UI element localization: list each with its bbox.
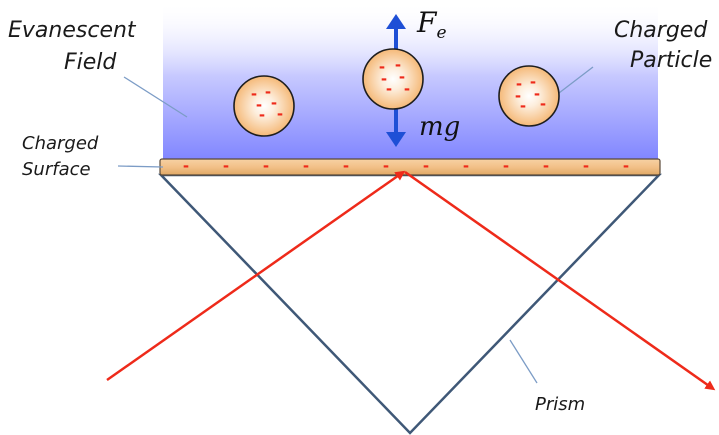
charged-particle-left: - -- -- - — [233, 75, 295, 137]
charge-mark: - — [583, 157, 589, 175]
prism-label: Prism — [535, 394, 586, 415]
charge-mark: - — [399, 68, 405, 86]
charged-particle-right: - -- -- - — [498, 65, 560, 127]
charge-mark: - — [543, 157, 549, 175]
charge-mark: - — [256, 96, 262, 114]
charge-mark: - — [271, 94, 277, 112]
charge-mark: - — [623, 157, 629, 175]
reflected-laser-beam — [404, 170, 716, 391]
charge-mark: - — [540, 95, 546, 113]
charged-particle-label-line2: Particle — [630, 48, 713, 73]
charged-particle-label-line1: Charged — [614, 18, 708, 43]
charge-mark: - — [530, 73, 536, 91]
charged-particle-center: - -- -- - — [362, 48, 424, 110]
incident-laser-beam — [106, 170, 406, 382]
charge-mark: - — [515, 87, 521, 105]
charge-mark: - — [534, 85, 540, 103]
charge-mark: - — [379, 58, 385, 76]
charge-mark: - — [386, 80, 392, 98]
charge-mark: - — [423, 157, 429, 175]
charged-surface-label-line2: Surface — [22, 159, 91, 180]
charge-mark: - — [516, 75, 522, 93]
prism-leader — [509, 339, 538, 384]
charge-mark: - — [303, 157, 309, 175]
gravity-force-label: mg — [419, 112, 461, 142]
charge-mark: - — [503, 157, 509, 175]
charge-mark: - — [383, 157, 389, 175]
surface-charges: ------------ — [183, 157, 629, 175]
charge-mark: - — [404, 80, 410, 98]
charge-mark: - — [381, 70, 387, 88]
electrostatic-force-arrow — [386, 14, 406, 50]
force-subscript: e — [436, 23, 447, 43]
charge-mark: - — [223, 157, 229, 175]
charge-mark: - — [463, 157, 469, 175]
charge-mark: - — [183, 157, 189, 175]
charge-mark: - — [277, 105, 283, 123]
charge-mark: - — [343, 157, 349, 175]
evanescent-field-leader — [123, 76, 188, 118]
charged-surface-label-line1: Charged — [22, 133, 99, 154]
charge-mark: - — [251, 85, 257, 103]
evanescent-label-line2: Field — [64, 50, 117, 75]
charge-mark: - — [263, 157, 269, 175]
charged-surface-leader — [117, 165, 164, 168]
charge-mark: - — [259, 106, 265, 124]
particle-charges: - -- -- - — [515, 73, 546, 115]
charge-mark: - — [520, 97, 526, 115]
charge-mark: - — [395, 56, 401, 74]
electrostatic-force-label: Fe — [417, 8, 447, 48]
particle-charges: - -- -- - — [379, 56, 410, 98]
charged-particle-leader — [558, 66, 594, 94]
gravity-force-arrow — [386, 108, 406, 147]
particle-charges: - -- -- - — [251, 83, 283, 124]
charge-mark: - — [265, 83, 271, 101]
force-symbol: F — [417, 6, 437, 39]
evanescent-label-line1: Evanescent — [8, 18, 136, 43]
